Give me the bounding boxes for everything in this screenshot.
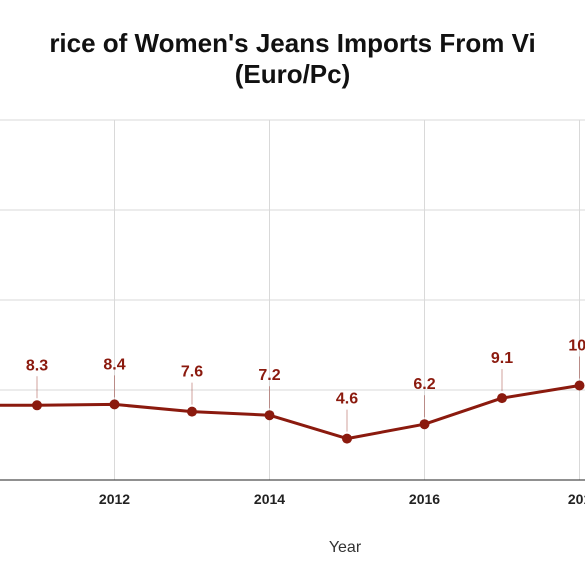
data-point[interactable] <box>109 399 120 410</box>
data-point[interactable] <box>264 410 275 421</box>
data-point[interactable] <box>32 400 42 411</box>
data-point[interactable] <box>187 406 197 417</box>
x-tick-label: 201 <box>568 491 585 507</box>
series-line <box>0 384 580 441</box>
chart-title-line-1: rice of Women's Jeans Imports From Vi <box>49 28 536 58</box>
data-labels: 8.3 8.4 7.6 7.2 4.6 6.2 9.1 10. <box>26 338 585 432</box>
x-tick-label: 2014 <box>254 491 285 507</box>
data-point[interactable] <box>342 433 352 444</box>
data-label: 8.4 <box>103 356 125 373</box>
series <box>0 380 585 444</box>
data-point[interactable] <box>419 419 430 430</box>
data-label: 7.2 <box>258 367 280 384</box>
chart-title-line-2: (Euro/Pc) <box>234 59 351 89</box>
data-label: 8.3 <box>26 357 48 374</box>
data-label: 6.2 <box>413 376 435 393</box>
x-axis-title: Year <box>329 539 362 556</box>
data-label: 7.6 <box>181 364 203 381</box>
x-tick-label: 2012 <box>99 491 130 507</box>
data-label: 9.1 <box>491 350 513 367</box>
x-tick-label: 2016 <box>409 491 440 507</box>
data-label: 10. <box>568 338 585 355</box>
data-point[interactable] <box>574 380 585 391</box>
data-label: 4.6 <box>336 391 358 408</box>
grid <box>0 119 585 480</box>
x-tick-labels: 2012 2014 2016 201 <box>99 491 585 507</box>
data-point[interactable] <box>497 393 507 404</box>
chart-title: rice of Women's Jeans Imports From Vi (E… <box>0 28 585 90</box>
